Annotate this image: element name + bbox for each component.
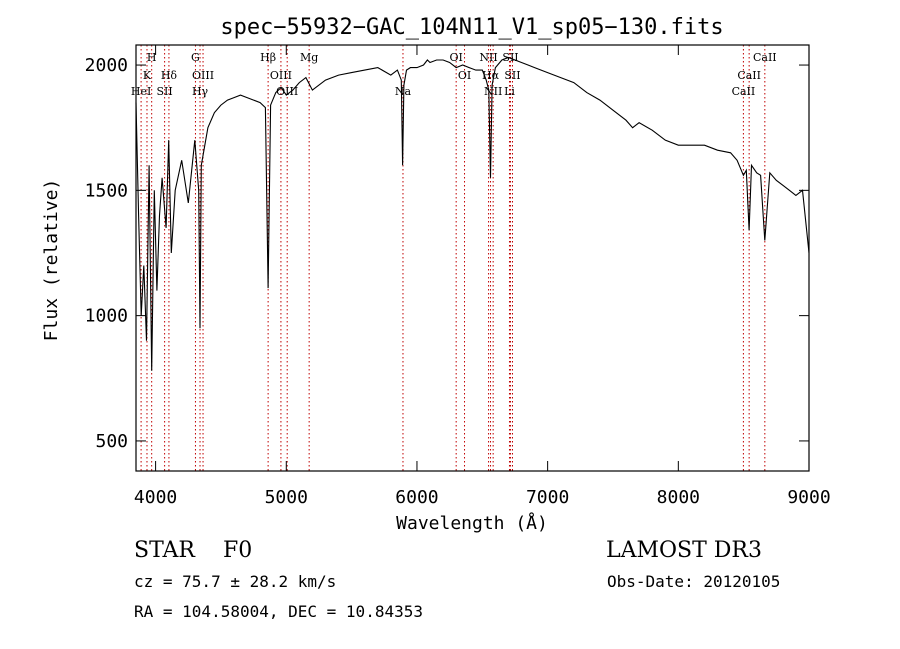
object-class-label: STAR	[134, 538, 195, 563]
reference-line-label: OI	[458, 69, 471, 82]
plot-frame	[135, 44, 810, 472]
spectral-subclass: F0	[222, 538, 253, 563]
reference-line-label: Na	[395, 85, 412, 98]
x-axis-label: Wavelength (Å)	[396, 512, 548, 534]
x-tick-label: 6000	[395, 487, 438, 508]
reference-line-label: OIII	[192, 69, 214, 82]
reference-lines	[140, 45, 766, 471]
reference-line-label: CaII	[737, 69, 761, 82]
reference-line-label: NII	[484, 85, 502, 98]
reference-line-label: Li	[504, 85, 515, 98]
chart-title: spec−55932−GAC_104N11_V1_sp05−130.fits	[220, 15, 723, 40]
y-tick-label: 1500	[85, 180, 128, 201]
y-tick-label: 2000	[85, 55, 128, 76]
spectrum-line	[135, 56, 810, 371]
reference-line-label: CaII	[732, 85, 756, 98]
y-tick-label: 500	[95, 431, 128, 452]
reference-line-label: CaII	[753, 51, 777, 64]
reference-line-label: Hα	[482, 69, 500, 82]
object-class: STAR F0	[134, 538, 252, 563]
reference-line-label: HeI	[131, 85, 151, 98]
x-tick-label: 7000	[526, 487, 569, 508]
x-tick-label: 4000	[134, 487, 177, 508]
reference-line-label: K	[143, 69, 152, 82]
x-tick-label: 5000	[265, 487, 308, 508]
redshift-velocity: cz = 75.7 ± 28.2 km/s	[134, 572, 337, 591]
reference-line-label: OI	[449, 51, 462, 64]
survey-name: LAMOST DR3	[606, 538, 762, 563]
y-axis-ticks: 500 1000 1500 2000	[85, 55, 809, 452]
ra-dec-coordinates: RA = 104.58004, DEC = 10.84353	[134, 602, 423, 621]
y-tick-label: 1000	[85, 306, 128, 327]
reference-line-label: H	[147, 51, 157, 64]
x-tick-label: 8000	[657, 487, 700, 508]
x-tick-label: 9000	[787, 487, 830, 508]
reference-line-label: OIII	[270, 69, 292, 82]
reference-line-label: Hβ	[260, 51, 276, 64]
reference-line-label: G	[191, 51, 200, 64]
reference-line-label: SII	[157, 85, 173, 98]
reference-line-label: NII	[479, 51, 497, 64]
reference-line-label: SII	[504, 69, 520, 82]
observation-date: Obs-Date: 20120105	[607, 572, 781, 591]
reference-line-label: Hγ	[192, 85, 209, 98]
x-axis-ticks: 4000 5000 6000 7000 8000 9000	[134, 45, 831, 508]
y-axis-label: Flux (relative)	[41, 179, 62, 342]
reference-line-label: Hδ	[161, 69, 178, 82]
reference-line-label: SII	[502, 51, 518, 64]
reference-line-label: Mg	[300, 51, 318, 64]
